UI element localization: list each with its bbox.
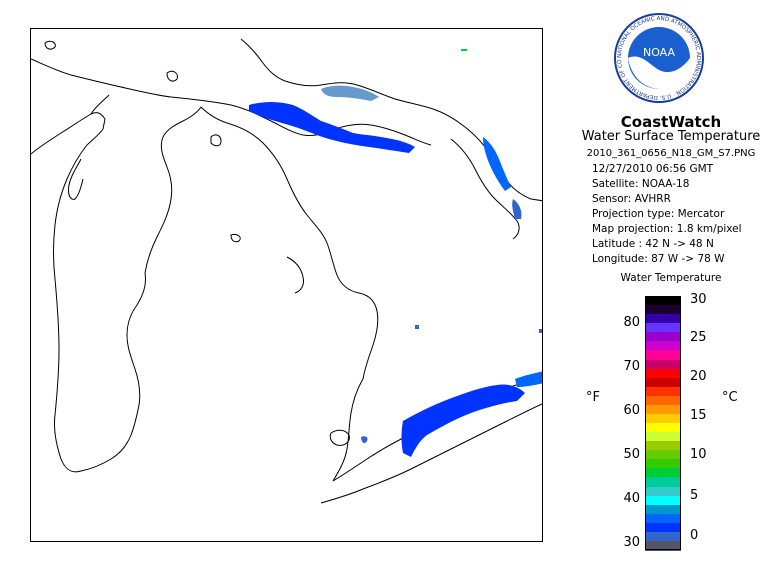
- sst-georgian-bay-south: [512, 199, 522, 219]
- latitude-label: Latitude : 42 N -> 48 N: [592, 238, 714, 250]
- datetime-label: 12/27/2010 06:56 GMT: [592, 163, 714, 175]
- sst-north-channel-edge: [321, 85, 379, 101]
- fahrenheit-tick: 70: [623, 359, 640, 374]
- color-scale-segment: [645, 377, 681, 388]
- product-title: Water Surface Temperature: [581, 129, 761, 144]
- color-scale-segment: [645, 504, 681, 515]
- sensor-label: Sensor: AVHRR: [592, 193, 671, 205]
- color-scale-segment: [645, 368, 681, 379]
- fahrenheit-unit: °F: [586, 390, 600, 405]
- noaa-logo-icon: NOAA NATIONAL OCEANIC AND ATMOSPHERIC AD…: [613, 12, 704, 103]
- fahrenheit-tick: 50: [623, 447, 640, 462]
- color-scale-segment: [645, 495, 681, 506]
- brand-title: CoastWatch: [620, 113, 722, 131]
- color-scale-frame: [645, 296, 681, 550]
- celsius-unit: °C: [722, 390, 738, 405]
- sst-speck: [539, 329, 542, 333]
- georgian-bay-shore: [450, 138, 520, 240]
- projection-type-label: Projection type: Mercator: [592, 208, 725, 220]
- saginaw-bay-shore: [286, 256, 304, 294]
- celsius-tick: 20: [690, 369, 707, 384]
- color-scale-segment: [645, 314, 681, 325]
- coastline-map: [31, 38, 542, 504]
- color-scale-segment: [645, 413, 681, 424]
- longitude-label: Longitude: 87 W -> 78 W: [592, 253, 725, 265]
- color-scale-segment: [645, 332, 681, 343]
- fahrenheit-tick: 60: [623, 403, 640, 418]
- fahrenheit-tick: 40: [623, 491, 640, 506]
- fahrenheit-tick: 80: [623, 315, 640, 330]
- color-scale-segment: [645, 395, 681, 406]
- color-scale-segment: [645, 341, 681, 352]
- color-scale-segment: [645, 323, 681, 334]
- celsius-tick: 10: [690, 447, 707, 462]
- color-scale-segment: [645, 296, 681, 306]
- color-scale: [645, 296, 681, 551]
- celsius-tick: 30: [690, 292, 707, 307]
- color-scale-segment: [645, 531, 681, 542]
- color-scale-segment: [645, 459, 681, 470]
- upper-peninsula-shore: [31, 58, 432, 146]
- lake-huron-south-shore: [332, 378, 364, 482]
- file-name: 2010_361_0656_N18_GM_S7.PNG: [586, 148, 756, 159]
- logo-text: NOAA: [643, 46, 676, 59]
- satellite-label: Satellite: NOAA-18: [592, 178, 690, 190]
- color-scale-segment: [645, 540, 681, 551]
- sst-speck: [461, 49, 467, 51]
- color-scale-segment: [645, 486, 681, 497]
- coastlines: [31, 38, 542, 504]
- color-scale-segment: [645, 423, 681, 433]
- sst-data: [249, 49, 542, 457]
- celsius-tick: 15: [690, 408, 707, 423]
- sst-north-channel: [249, 102, 415, 153]
- lake-erie-south-shore: [320, 403, 542, 504]
- lower-peninsula-east-shore: [200, 106, 379, 380]
- celsius-tick: 5: [690, 488, 699, 503]
- sst-lake-erie-east: [515, 371, 542, 387]
- color-scale-segment: [645, 522, 681, 533]
- lake-michigan-west-shore: [31, 112, 146, 473]
- color-scale-segment: [645, 468, 681, 479]
- inland-feature: [166, 70, 178, 82]
- color-scale-segment: [645, 477, 681, 488]
- sst-georgian-bay: [483, 137, 511, 191]
- green-bay-shore: [68, 94, 110, 200]
- color-scale-segment: [645, 350, 681, 361]
- sst-speck: [415, 325, 419, 329]
- color-scale-segment: [645, 404, 681, 415]
- color-scale-segment: [645, 441, 681, 452]
- color-scale-segment: [645, 359, 681, 370]
- celsius-tick: 25: [690, 330, 707, 345]
- sst-map[interactable]: [30, 28, 543, 542]
- lake-michigan-east-shore: [144, 106, 202, 274]
- inland-feature: [44, 40, 56, 50]
- sst-detroit-river: [361, 436, 368, 444]
- inland-feature: [230, 234, 241, 243]
- color-scale-segment: [645, 450, 681, 461]
- fahrenheit-tick: 30: [623, 535, 640, 550]
- sst-lake-erie: [401, 384, 525, 457]
- color-scale-segment: [645, 513, 681, 524]
- color-scale-segment: [645, 386, 681, 397]
- lake-st-clair: [329, 429, 350, 446]
- inland-feature: [210, 134, 222, 147]
- color-scale-segment: [645, 305, 681, 316]
- color-scale-segment: [645, 432, 681, 443]
- celsius-tick: 0: [690, 528, 699, 543]
- map-projection-label: Map projection: 1.8 km/pixel: [592, 223, 742, 235]
- legend-title: Water Temperature: [620, 272, 722, 284]
